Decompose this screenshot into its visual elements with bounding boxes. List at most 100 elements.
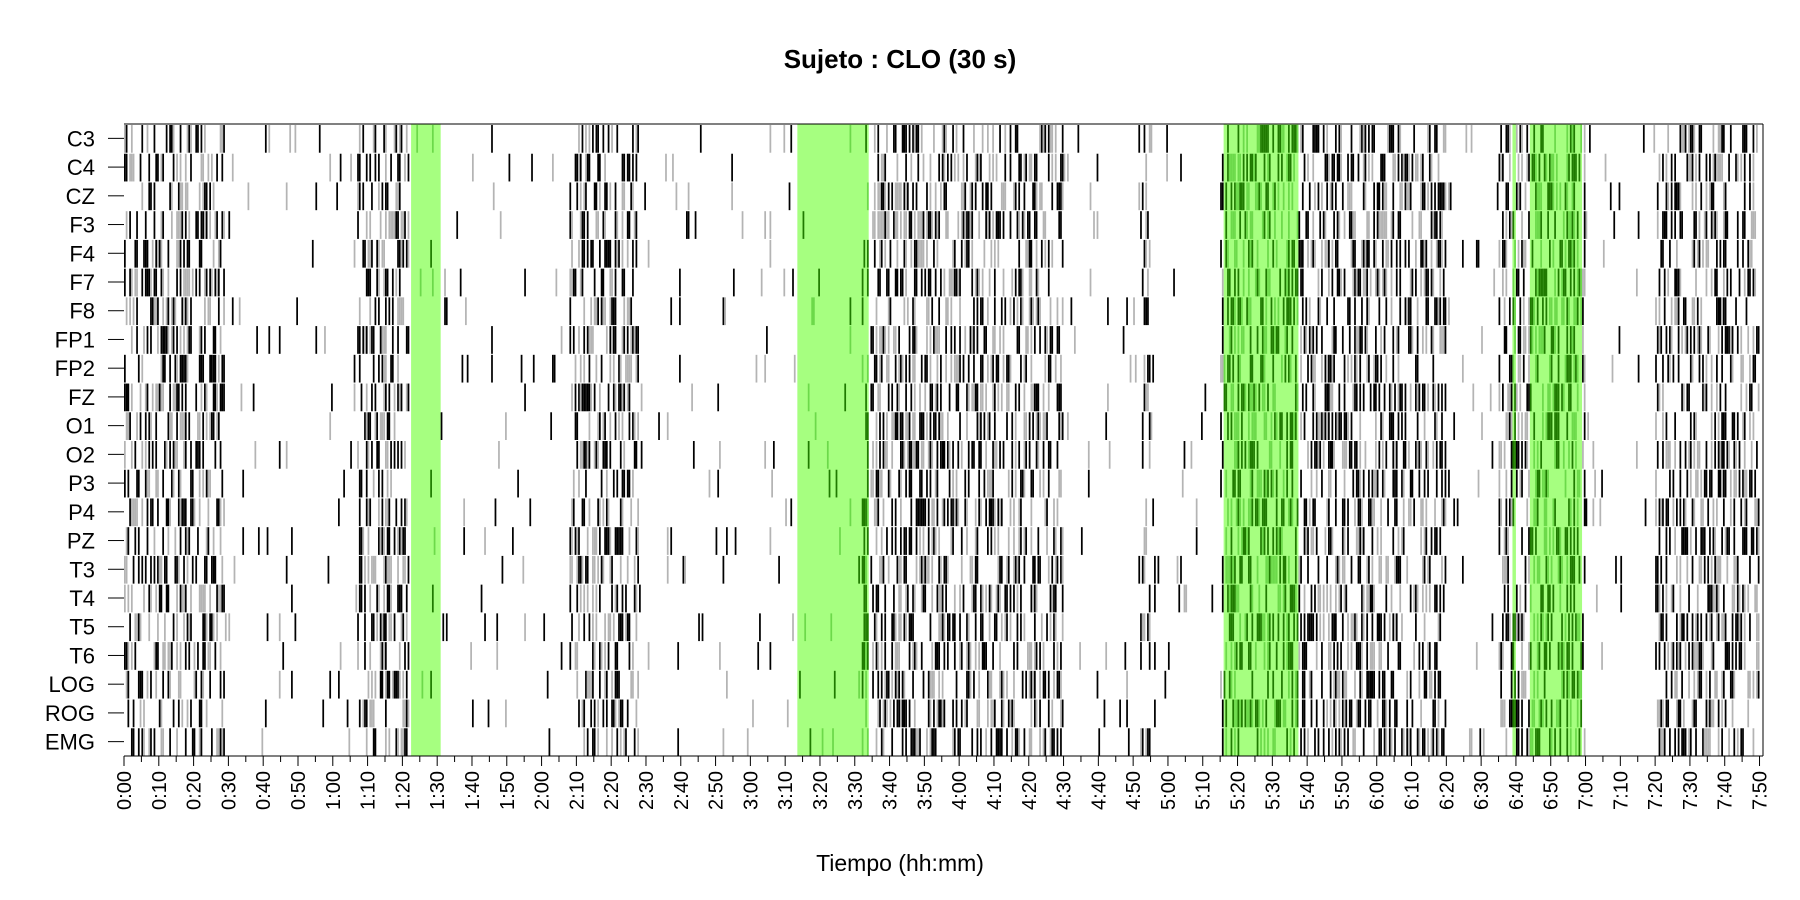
activity-mark (586, 153, 589, 182)
activity-mark (1716, 354, 1718, 383)
activity-mark (865, 125, 867, 153)
activity-mark (1056, 297, 1059, 326)
activity-mark (1736, 412, 1739, 440)
activity-mark (590, 297, 593, 326)
activity-mark (181, 211, 184, 239)
activity-mark (1722, 498, 1725, 527)
activity-mark (1362, 268, 1365, 297)
activity-mark (1329, 584, 1332, 613)
activity-mark (1004, 125, 1007, 153)
activity-mark (1148, 125, 1151, 153)
activity-mark (583, 383, 586, 412)
activity-mark (179, 239, 182, 268)
activity-mark (1056, 182, 1059, 211)
activity-mark (1338, 670, 1341, 699)
activity-mark (266, 527, 269, 555)
activity-mark (1747, 326, 1750, 354)
activity-mark (141, 182, 144, 211)
activity-mark (1366, 613, 1369, 642)
activity-mark (1265, 268, 1268, 297)
activity-mark (1378, 441, 1381, 469)
activity-mark (1557, 555, 1560, 584)
activity-mark (1698, 211, 1701, 239)
activity-mark (1263, 469, 1266, 498)
activity-mark (1702, 527, 1704, 555)
activity-mark (1044, 326, 1047, 354)
activity-mark (569, 268, 572, 297)
activity-mark (569, 326, 572, 354)
activity-mark (1749, 555, 1751, 584)
activity-mark (1736, 613, 1739, 642)
activity-mark (1293, 613, 1295, 642)
activity-mark (1757, 670, 1760, 699)
activity-mark (221, 555, 224, 584)
activity-mark (1397, 326, 1400, 354)
activity-mark (1138, 125, 1141, 153)
activity-mark (1267, 268, 1269, 297)
y-tick-label: LOG (49, 672, 95, 697)
activity-mark (1228, 153, 1231, 182)
activity-mark (210, 412, 213, 440)
activity-mark (614, 412, 617, 440)
activity-mark (1006, 383, 1008, 412)
activity-mark (1354, 268, 1356, 297)
activity-mark (146, 527, 149, 555)
activity-mark (1686, 153, 1689, 182)
activity-mark (579, 182, 582, 211)
activity-mark (1181, 469, 1184, 498)
activity-mark (400, 383, 403, 412)
activity-mark (1700, 469, 1703, 498)
activity-mark (910, 441, 913, 469)
activity-mark (602, 412, 605, 440)
activity-mark (1698, 642, 1701, 670)
activity-mark (1033, 326, 1036, 354)
activity-mark (1568, 239, 1570, 268)
activity-mark (1576, 699, 1579, 728)
activity-mark (1695, 153, 1697, 182)
activity-mark (397, 527, 399, 555)
activity-mark (214, 441, 217, 469)
activity-mark (1239, 699, 1242, 728)
activity-mark (1317, 584, 1320, 613)
activity-mark (1300, 613, 1302, 642)
activity-mark (635, 326, 638, 354)
activity-mark (1437, 297, 1440, 326)
activity-mark (1359, 441, 1362, 469)
activity-mark (1658, 642, 1661, 670)
activity-mark (127, 412, 130, 440)
activity-mark (809, 728, 812, 756)
activity-mark (1439, 670, 1442, 699)
activity-mark (1507, 555, 1509, 584)
activity-mark (505, 699, 507, 728)
activity-mark (1244, 613, 1247, 642)
activity-mark (1735, 613, 1737, 642)
activity-mark (915, 239, 918, 268)
activity-mark (1241, 326, 1243, 354)
activity-mark (1329, 354, 1332, 383)
activity-mark (1399, 268, 1402, 297)
activity-mark (938, 297, 941, 326)
activity-mark (1430, 182, 1433, 211)
activity-mark (167, 584, 170, 613)
activity-mark (1416, 326, 1419, 354)
activity-mark (1696, 326, 1699, 354)
activity-mark (873, 125, 876, 153)
activity-mark (1368, 498, 1370, 527)
activity-mark (1307, 728, 1309, 756)
activity-mark (372, 555, 375, 584)
activity-mark (1505, 728, 1508, 756)
activity-mark (1282, 125, 1285, 153)
activity-mark (612, 383, 615, 412)
activity-mark (150, 584, 152, 613)
activity-mark (1354, 383, 1356, 412)
activity-mark (1519, 125, 1522, 153)
activity-mark (1260, 728, 1262, 756)
activity-mark (1274, 699, 1276, 728)
activity-mark (1705, 699, 1708, 728)
activity-mark (946, 153, 949, 182)
activity-mark (1388, 383, 1391, 412)
activity-mark (934, 412, 937, 440)
activity-mark (294, 613, 297, 642)
activity-mark (626, 239, 629, 268)
activity-mark (1291, 584, 1294, 613)
